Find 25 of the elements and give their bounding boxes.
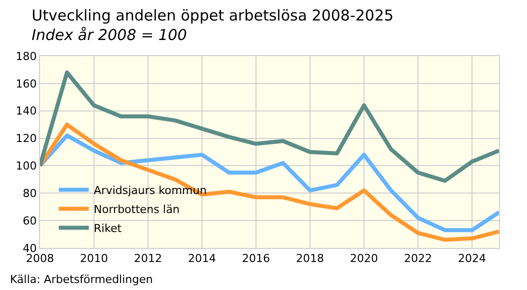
x-tick-label: 2012 [134,252,162,266]
chart-title: Utveckling andelen öppet arbetslösa 2008-2025 [32,6,394,24]
line-series [40,122,499,242]
x-tick-label: 2020 [350,252,378,266]
chart-subtitle: Index år 2008 = 100 [32,26,187,44]
line-series [40,134,499,232]
y-tick-label: 60 [22,214,37,228]
x-tick-label: 2024 [458,252,486,266]
x-tick-label: 2018 [296,252,324,266]
legend-label: Riket [94,222,122,236]
y-tick-label: 80 [22,186,37,200]
y-tick-label: 100 [16,160,37,173]
y-tick-label: 40 [22,242,37,255]
y-tick-label: 180 [16,50,37,63]
x-tick-label: 2008 [26,252,54,266]
line-series [40,70,499,183]
y-tick-label: 120 [16,132,37,146]
text: Källa: Arbetsförmedlingen [10,273,153,286]
x-tick-label: 2014 [188,252,216,266]
x-tick-label: 2022 [404,252,432,266]
legend-label: Norrbottens län [94,203,180,216]
x-tick-label: 2010 [80,252,108,266]
y-tick-label: 160 [16,77,37,90]
y-tick-label: 140 [16,104,37,118]
x-tick-label: 2016 [242,252,270,266]
